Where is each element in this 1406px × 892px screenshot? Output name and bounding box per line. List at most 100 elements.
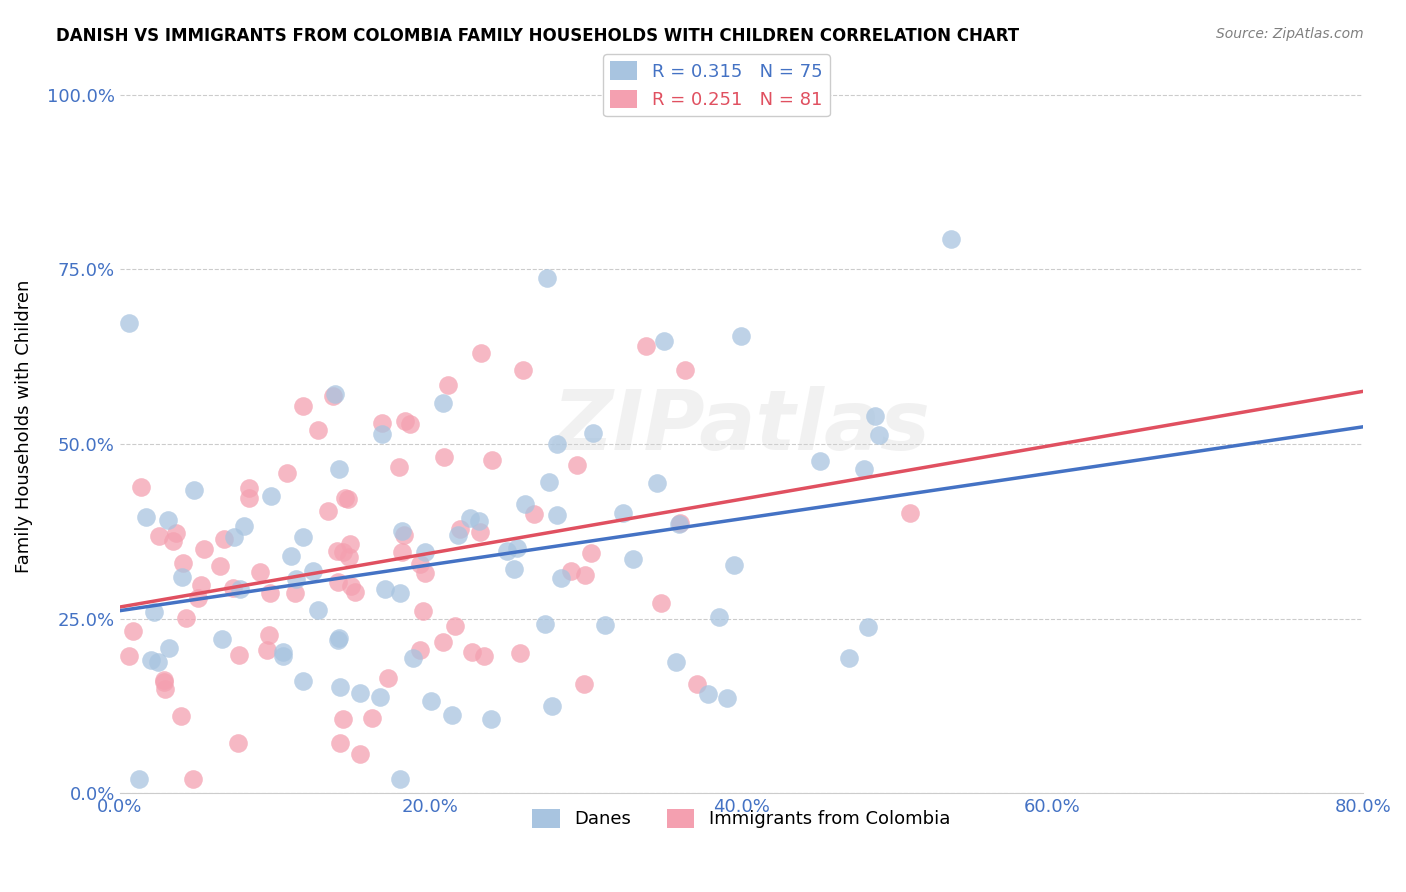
Point [146,656,169,670]
Point [505,541,527,556]
Point [143,605,166,619]
Point [479,712,502,726]
Point [449,522,471,536]
Point [316,504,339,518]
Point [373,582,395,596]
Point [394,414,416,428]
Point [333,491,356,505]
Point [437,377,460,392]
Point [135,510,157,524]
Point [409,643,432,657]
Point [259,628,281,642]
Point [118,317,141,331]
Point [612,506,634,520]
Point [413,545,436,559]
Point [716,690,738,705]
Point [399,417,422,431]
Point [432,634,454,648]
Point [291,673,314,688]
Point [582,425,605,440]
Point [388,772,411,787]
Point [183,483,205,497]
Point [863,409,886,423]
Point [228,648,250,663]
Point [322,389,344,403]
Point [523,508,546,522]
Point [259,586,281,600]
Point [808,454,831,468]
Point [668,516,690,531]
Point [420,693,443,707]
Point [512,363,534,377]
Point [593,618,616,632]
Point [153,682,176,697]
Point [212,532,235,546]
Point [326,633,349,648]
Point [412,603,434,617]
Y-axis label: Family Households with Children: Family Households with Children [15,280,32,574]
Point [190,578,212,592]
Point [685,677,707,691]
Point [368,690,391,705]
Point [129,480,152,494]
Point [441,707,464,722]
Point [461,645,484,659]
Point [209,558,232,573]
Point [852,462,875,476]
Point [388,460,411,475]
Point [650,596,672,610]
Point [665,655,688,669]
Point [574,568,596,582]
Point [157,513,180,527]
Point [343,585,366,599]
Point [377,671,399,685]
Point [122,624,145,639]
Point [495,544,517,558]
Point [634,339,657,353]
Point [432,396,454,410]
Text: DANISH VS IMMIGRANTS FROM COLOMBIA FAMILY HOUSEHOLDS WITH CHILDREN CORRELATION C: DANISH VS IMMIGRANTS FROM COLOMBIA FAMIL… [56,27,1019,45]
Point [458,511,481,525]
Point [284,586,307,600]
Point [117,649,139,664]
Point [550,571,572,585]
Point [856,620,879,634]
Text: Source: ZipAtlas.com: Source: ZipAtlas.com [1216,27,1364,41]
Point [536,270,558,285]
Point [128,772,150,787]
Point [249,566,271,580]
Point [148,528,170,542]
Point [173,556,195,570]
Point [211,632,233,647]
Point [546,437,568,451]
Point [900,506,922,520]
Text: ZIPatlas: ZIPatlas [553,386,931,467]
Point [302,565,325,579]
Point [388,586,411,600]
Point [271,649,294,664]
Point [238,481,260,495]
Point [332,545,354,559]
Point [401,651,423,665]
Point [537,475,560,490]
Point [222,581,245,595]
Point [328,631,350,645]
Point [193,542,215,557]
Point [621,552,644,566]
Point [349,685,371,699]
Point [468,514,491,528]
Point [391,524,413,538]
Point [415,566,437,581]
Point [152,675,174,690]
Point [470,346,492,360]
Point [339,579,361,593]
Point [560,564,582,578]
Point [329,680,352,694]
Point [228,736,250,750]
Point [939,232,962,246]
Point [337,550,360,565]
Point [276,466,298,480]
Point [370,417,392,431]
Point [326,544,349,558]
Point [565,458,588,472]
